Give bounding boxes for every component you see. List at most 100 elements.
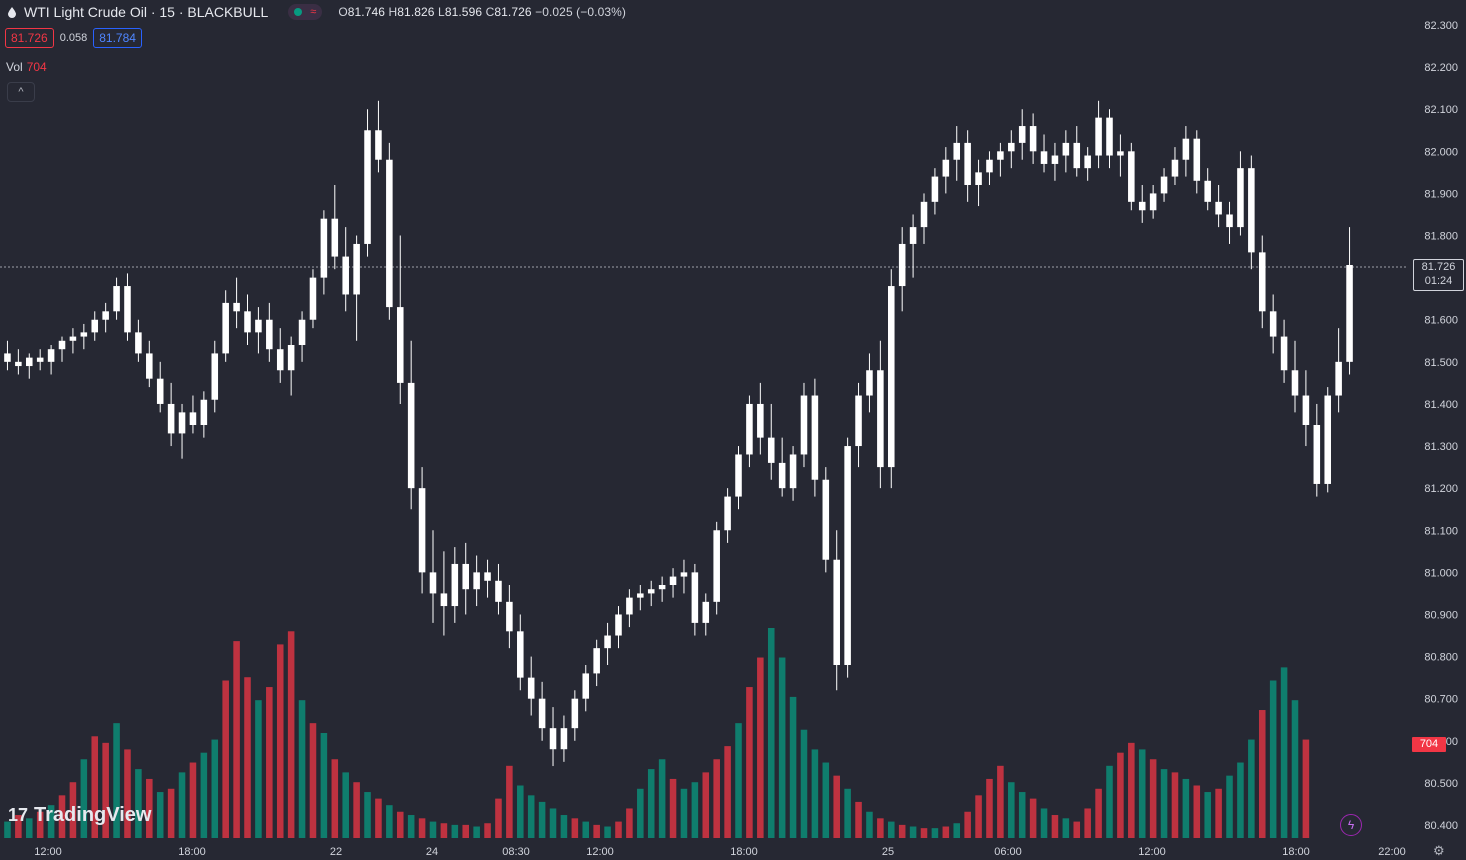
candle (1258, 235, 1266, 329)
candle (1280, 319, 1288, 383)
candle (484, 559, 491, 598)
time-axis[interactable]: 12:00 18:00 22 24 08:30 12:00 18:00 25 06:00 12:0… (34, 846, 1406, 858)
time-tick-label: 25 (882, 846, 894, 858)
close-value: 81.726 (494, 5, 532, 19)
volume-bar (1040, 808, 1048, 838)
candle (527, 656, 535, 716)
candle (637, 585, 644, 611)
time-tick-label: 18:00 (178, 846, 206, 858)
candle (647, 580, 655, 607)
sell-price-button[interactable]: 81.726 (5, 28, 54, 48)
lightning-icon[interactable]: ϟ (1340, 814, 1362, 836)
candle (429, 530, 437, 623)
candle (877, 340, 884, 489)
tradingview-logo[interactable]: 17 TradingView (8, 804, 151, 827)
collapse-legend-button[interactable]: ^ (7, 82, 35, 102)
price-tick-label: 81.500 (1424, 357, 1458, 369)
symbol-title[interactable]: WTI Light Crude Oil · 15 · BLACKBULL (24, 4, 269, 20)
candle (102, 302, 109, 333)
volume-bar (451, 824, 459, 838)
volume-legend[interactable]: Vol 704 (6, 60, 47, 74)
candle (800, 382, 808, 468)
candle (244, 294, 251, 345)
volume-bar (156, 792, 164, 838)
price-tick-label: 82.100 (1424, 104, 1458, 116)
candle (789, 446, 797, 501)
volume-bar (484, 823, 491, 838)
low-key: L (438, 5, 445, 19)
candle (178, 403, 186, 459)
volume-bar (276, 644, 284, 838)
volume-bar (47, 805, 55, 838)
candle (691, 563, 699, 636)
candle (975, 159, 982, 207)
candle (407, 340, 415, 510)
volume-bar (877, 818, 884, 838)
candle (4, 340, 11, 371)
spread-value: 0.058 (59, 32, 88, 44)
candle (1226, 201, 1233, 244)
candle (735, 446, 742, 510)
market-open-dot-icon (294, 8, 303, 16)
current-price-label: 81.726 01:24 (1413, 259, 1464, 291)
volume-bar (1029, 798, 1037, 838)
candle (418, 467, 426, 594)
volume-bar (637, 788, 644, 838)
volume-bar (1280, 667, 1288, 838)
time-tick-label: 22:00 (1378, 846, 1406, 858)
volume-bar (1226, 775, 1233, 838)
volume-bar (4, 821, 11, 838)
candle (1106, 109, 1113, 169)
candle (1073, 126, 1081, 177)
volume-bar (26, 818, 33, 838)
price-tick-label: 80.700 (1424, 694, 1458, 706)
candle (887, 269, 895, 489)
candle (1128, 142, 1135, 211)
candle (953, 126, 961, 181)
volume-bar (855, 801, 862, 838)
volume-bar (15, 815, 22, 838)
bar-countdown: 01:24 (1424, 275, 1453, 287)
price-tick-label: 81.800 (1424, 231, 1458, 243)
volume-bar (647, 769, 655, 838)
candle (364, 109, 371, 257)
candle (1095, 100, 1102, 169)
candle (1346, 227, 1353, 375)
candle (986, 151, 993, 185)
candle (36, 349, 44, 371)
buy-price-button[interactable]: 81.784 (93, 28, 142, 48)
price-axis[interactable]: 82.300 82.200 82.100 82.000 81.900 81.800 81.7… (1424, 20, 1458, 832)
price-tick-label: 81.600 (1424, 315, 1458, 327)
ohlc-readout: O81.746 H81.826 L81.596 C81.726 −0.025 (… (338, 5, 626, 19)
volume-bar (800, 729, 808, 838)
candle (669, 568, 677, 598)
candle (255, 307, 262, 354)
candle (473, 555, 480, 607)
volume-bar (1138, 749, 1146, 838)
volume-bar (135, 769, 142, 838)
data-delay-wave-icon: ≈ (310, 6, 317, 18)
candle (746, 395, 753, 468)
volume-bar (375, 798, 382, 838)
volume-bar (167, 788, 175, 838)
gear-icon[interactable]: ⚙ (1433, 843, 1445, 858)
volume-bar (1128, 742, 1135, 838)
candle (1291, 340, 1299, 413)
price-tick-label: 81.400 (1424, 399, 1458, 411)
volume-bar (604, 826, 611, 838)
volume-bar (364, 792, 371, 838)
time-tick-label: 08:30 (502, 846, 530, 858)
candle (146, 340, 153, 388)
candle (26, 353, 33, 379)
status-indicators[interactable]: ≈ (288, 4, 323, 20)
time-tick-label: 06:00 (994, 846, 1022, 858)
volume-bar (898, 824, 906, 838)
candle (1313, 403, 1321, 497)
candle (517, 614, 524, 691)
candle (658, 576, 666, 602)
volume-bar (1269, 680, 1277, 838)
volume-bar (866, 811, 873, 838)
candle (266, 302, 273, 362)
volume-bar (80, 759, 88, 838)
